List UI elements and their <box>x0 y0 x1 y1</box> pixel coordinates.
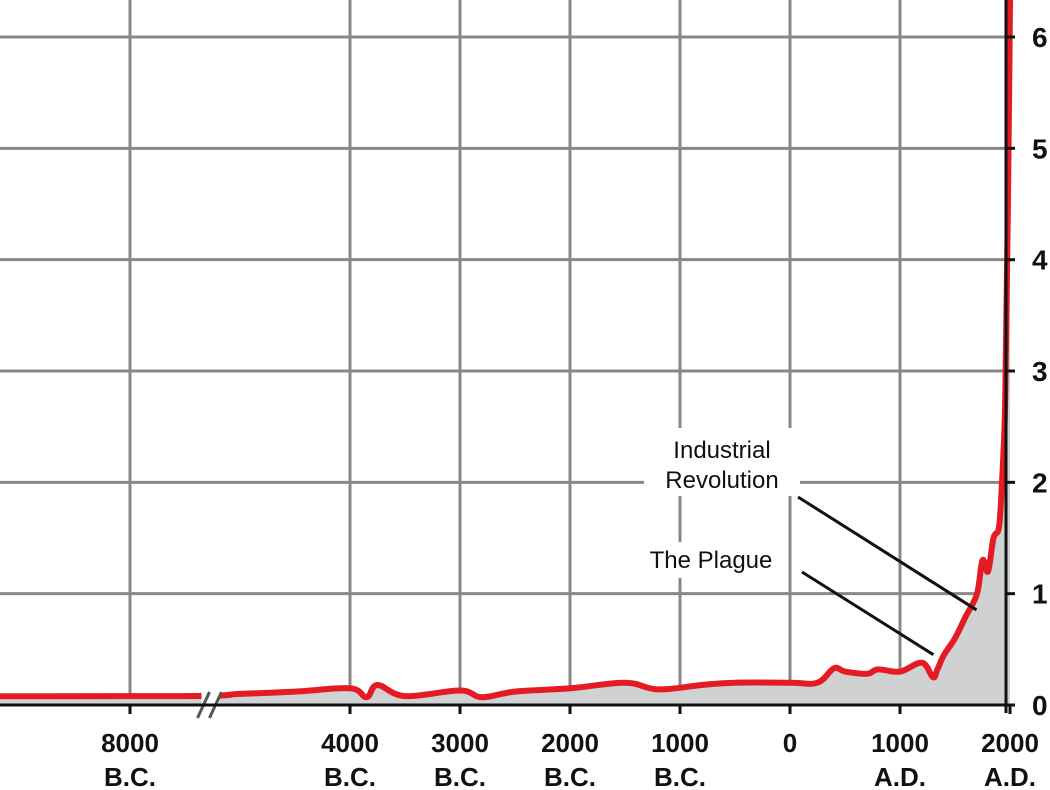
series-line-layer <box>0 0 1013 701</box>
data-point <box>239 692 242 695</box>
x-tick-era-label: A.D. <box>984 762 1036 790</box>
data-point <box>657 688 660 691</box>
annotation-label-background <box>644 542 778 578</box>
data-point <box>833 667 836 670</box>
data-point <box>1009 2 1012 5</box>
annotation-text: The Plague <box>650 547 773 574</box>
data-point <box>365 696 368 699</box>
x-tick-era-label: B.C. <box>434 762 486 790</box>
x-tick-label: 8000 <box>101 728 159 758</box>
data-point <box>569 687 572 690</box>
data-point <box>987 570 990 573</box>
x-tick-label: 0 <box>783 728 797 758</box>
data-point <box>932 676 935 679</box>
annotation-text: Revolution <box>665 467 778 494</box>
data-point <box>877 668 880 671</box>
data-point <box>866 672 869 675</box>
y-tick-label: 1 <box>1032 579 1048 610</box>
data-point <box>981 559 984 562</box>
annotation-pointer <box>797 495 978 612</box>
data-point <box>816 681 819 684</box>
data-point <box>976 592 979 595</box>
x-tick-era-label: A.D. <box>874 762 926 790</box>
data-point <box>936 668 939 671</box>
data-point <box>349 687 352 690</box>
data-point <box>459 689 462 692</box>
annotation-pointer <box>801 570 935 656</box>
data-point <box>624 681 627 684</box>
x-tick-label: 1000 <box>651 728 709 758</box>
y-tick-label: 4 <box>1032 245 1048 276</box>
y-tick-label: 5 <box>1032 133 1048 164</box>
data-point <box>184 695 187 698</box>
x-tick-era-label: B.C. <box>544 762 596 790</box>
y-tick-label: 3 <box>1032 356 1048 387</box>
x-tick-label: 4000 <box>321 728 379 758</box>
y-tick-label: 0 <box>1032 690 1048 721</box>
data-point <box>1000 481 1003 484</box>
data-point <box>701 683 704 686</box>
data-point <box>943 653 946 656</box>
data-point <box>899 670 902 673</box>
data-point <box>294 690 297 693</box>
annotation-text: Industrial <box>673 437 770 464</box>
x-tick-label: 3000 <box>431 728 489 758</box>
data-point <box>992 537 995 540</box>
y-tick-label: 6 <box>1032 22 1048 53</box>
data-point <box>481 696 484 699</box>
x-tick-label: 1000 <box>871 728 929 758</box>
x-tick-era-label: B.C. <box>654 762 706 790</box>
x-tick-label: 2000 <box>981 728 1039 758</box>
data-point <box>376 683 379 686</box>
data-point <box>404 695 407 698</box>
data-point <box>1007 113 1010 116</box>
data-point <box>844 670 847 673</box>
x-tick-label: 2000 <box>541 728 599 758</box>
data-point <box>954 637 957 640</box>
data-point <box>514 690 517 693</box>
x-tick-era-label: B.C. <box>104 762 156 790</box>
annotations: Industrial Revolution The Plague <box>644 428 978 656</box>
data-point <box>734 681 737 684</box>
data-point <box>921 661 924 664</box>
population-line <box>0 0 1013 701</box>
data-point <box>789 681 792 684</box>
annotation-label-background <box>644 428 800 496</box>
y-tick-label: 2 <box>1032 467 1048 498</box>
data-point <box>998 525 1001 528</box>
data-point <box>965 614 968 617</box>
x-tick-era-label: B.C. <box>324 762 376 790</box>
